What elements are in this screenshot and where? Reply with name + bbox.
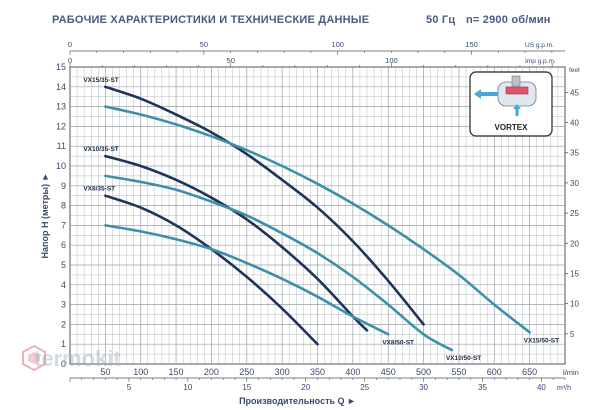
y-tick-label: 15 [56, 62, 66, 72]
x-lmin-unit-label: l/min [563, 368, 579, 377]
x-lmin-tick-label: 550 [451, 367, 466, 377]
series-label: VX10/50-ST [446, 355, 481, 362]
x-m3h-tick-label: 15 [242, 383, 251, 392]
y-feet-tick-label: 10 [570, 300, 579, 309]
x-lmin-tick-label: 350 [310, 367, 325, 377]
y-tick-label: 12 [56, 121, 66, 131]
y-tick-label: 9 [61, 181, 66, 191]
pump-inlet-arrowhead [513, 104, 521, 109]
x-lmin-tick-label: 500 [416, 367, 431, 377]
curve-vx15-50-st [104, 105, 531, 334]
x-m3h-tick-label: 30 [419, 383, 428, 392]
x-impgpm-tick-label: 100 [385, 56, 398, 65]
y-tick-label: 10 [56, 161, 66, 171]
x-impgpm-tick-label: 0 [68, 56, 72, 65]
y-tick-label: 11 [57, 141, 66, 151]
y-tick-label: 5 [61, 260, 66, 270]
series-label: VX8/35-ST [83, 186, 115, 193]
y-feet-tick-label: 5 [570, 330, 575, 339]
y-feet-tick-label: 25 [570, 209, 579, 218]
x-lmin-tick-label: 450 [381, 367, 396, 377]
pump-shaft [511, 75, 521, 87]
y-feet-unit-label: feet [569, 67, 580, 74]
y-tick-label: 8 [61, 201, 66, 211]
x-impgpm-tick-label: 50 [227, 56, 235, 65]
curve-vx8-50-st [104, 224, 390, 336]
y-feet-tick-label: 35 [570, 149, 579, 158]
y-tick-label: 7 [61, 220, 66, 230]
y-feet-tick-label: 15 [570, 269, 579, 278]
x-m3h-tick-label: 25 [360, 383, 369, 392]
x-axis-title: Производительность Q ► [239, 396, 356, 406]
series-label: VX15/50-ST [524, 337, 559, 344]
x-lmin-tick-label: 400 [345, 367, 360, 377]
watermark-text: termokit [34, 346, 121, 371]
y-tick-label: 3 [61, 300, 66, 310]
y-tick-label: 1 [61, 339, 66, 349]
x-lmin-tick-label: 50 [100, 367, 110, 377]
y-tick-label: 4 [61, 280, 66, 290]
y-tick-label: 13 [56, 102, 66, 112]
pump-impeller [505, 86, 529, 95]
x-lmin-tick-label: 250 [239, 367, 254, 377]
x-lmin-tick-label: 650 [522, 367, 537, 377]
series-label: VX8/50-ST [382, 339, 414, 346]
y-tick-label: 14 [56, 82, 66, 92]
y-axis-title: Напор H (метры) ► [40, 173, 50, 259]
x-lmin-tick-label: 100 [133, 367, 148, 377]
x-lmin-tick-label: 200 [204, 367, 219, 377]
x-usgpm-tick-label: 150 [465, 40, 478, 49]
x-usgpm-tick-label: 0 [68, 40, 72, 49]
series-label: VX15/35-ST [83, 77, 118, 84]
curve-vx10-50-st [104, 174, 454, 352]
x-impgpm-unit-label: Imp g.p.m. [525, 58, 556, 65]
y-tick-label: 2 [61, 319, 66, 329]
x-usgpm-tick-label: 50 [200, 40, 208, 49]
y-feet-tick-label: 30 [570, 179, 579, 188]
x-m3h-tick-label: 5 [127, 383, 132, 392]
series-label: VX10/35-ST [83, 146, 118, 153]
pump-outlet-arrowhead [474, 89, 481, 99]
y-tick-label: 0 [61, 359, 66, 369]
x-m3h-tick-label: 40 [537, 383, 546, 392]
x-m3h-tick-label: 10 [183, 383, 192, 392]
y-tick-label: 6 [61, 240, 66, 250]
y-feet-tick-label: 20 [570, 239, 579, 248]
vortex-pump-icon [474, 75, 537, 116]
x-m3h-tick-label: 20 [301, 383, 310, 392]
vortex-label: VORTEX [495, 123, 529, 132]
watermark-logo-icon [22, 344, 46, 372]
speed-label: n= 2900 об/мин [466, 14, 551, 26]
frequency-label: 50 Гц [426, 14, 456, 26]
x-m3h-unit-label: m³/h [557, 385, 571, 392]
x-lmin-tick-label: 150 [169, 367, 184, 377]
y-feet-tick-label: 40 [570, 119, 579, 128]
curve-vx10-35-st [104, 154, 369, 332]
x-m3h-tick-label: 35 [478, 383, 487, 392]
curve-vx15-35-st [104, 85, 425, 326]
chart-title: РАБОЧИЕ ХАРАКТЕРИСТИКИ И ТЕХНИЧЕСКИЕ ДАН… [52, 14, 370, 26]
x-lmin-tick-label: 600 [487, 367, 502, 377]
x-usgpm-tick-label: 100 [331, 40, 344, 49]
y-feet-tick-label: 45 [570, 88, 579, 97]
x-lmin-tick-label: 300 [275, 367, 290, 377]
x-usgpm-unit-label: US g.p.m. [525, 42, 554, 49]
